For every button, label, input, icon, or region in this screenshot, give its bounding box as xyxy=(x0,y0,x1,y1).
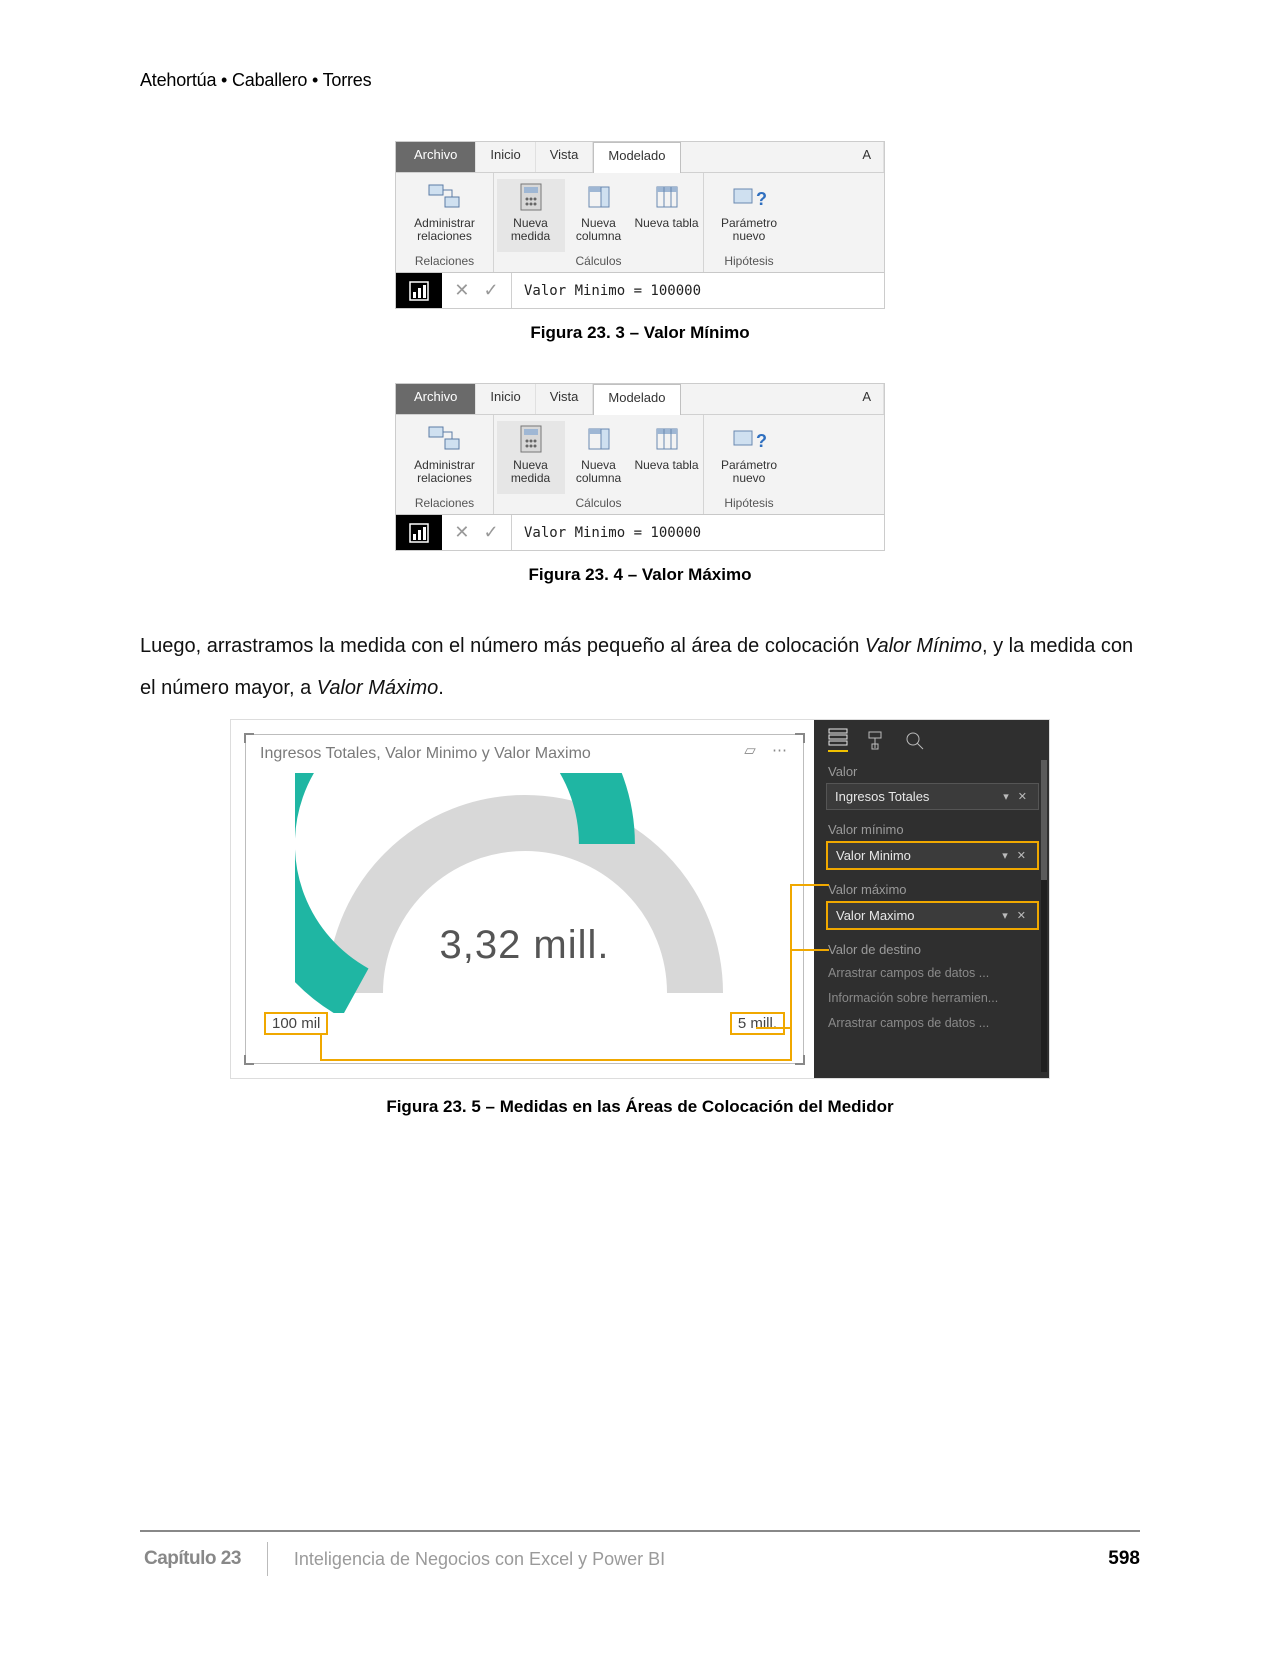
tab-inicio[interactable]: Inicio xyxy=(476,384,535,414)
fields-tab-icon[interactable] xyxy=(828,728,848,752)
tab-inicio[interactable]: Inicio xyxy=(476,142,535,172)
btn-label: Parámetro nuevo xyxy=(721,216,777,243)
body-paragraph: Luego, arrastramos la medida con el núme… xyxy=(140,625,1140,709)
panel-scrollbar[interactable] xyxy=(1041,760,1047,1072)
group-label-calculos: Cálculos xyxy=(494,494,703,514)
btn-nueva-tabla[interactable]: Nueva tabla xyxy=(633,421,701,494)
well-placeholder-drag[interactable]: Arrastrar campos de datos ... xyxy=(826,961,1039,986)
text-run-italic: Valor Mínimo xyxy=(865,635,982,657)
footer-page-number: 598 xyxy=(1108,1548,1140,1570)
gauge-title: Ingresos Totales, Valor Minimo y Valor M… xyxy=(260,745,789,763)
pill-valor-maximo[interactable]: Valor Maximo ▾ ✕ xyxy=(826,901,1039,930)
footer-title: Inteligencia de Negocios con Excel y Pow… xyxy=(268,1549,1108,1570)
svg-text:?: ? xyxy=(756,431,766,451)
pill-text: Valor Maximo xyxy=(836,908,915,923)
commit-icon[interactable]: ✓ xyxy=(484,522,499,543)
pill-valor-minimo[interactable]: Valor Minimo ▾ ✕ xyxy=(826,841,1039,870)
gauge-visual[interactable]: ▱ ⋯ Ingresos Totales, Valor Minimo y Val… xyxy=(245,734,804,1064)
well-label-valor-max: Valor máximo xyxy=(826,874,1039,901)
pill-actions[interactable]: ▾ ✕ xyxy=(1002,849,1029,862)
formula-input[interactable]: Valor Minimo = 100000 xyxy=(512,515,884,550)
btn-admin-relaciones[interactable]: Administrar relaciones xyxy=(397,421,493,494)
analytics-tab-icon[interactable] xyxy=(904,730,926,750)
tab-vista[interactable]: Vista xyxy=(536,142,594,172)
caption-fig-23-3: Figura 23. 3 – Valor Mínimo xyxy=(140,323,1140,343)
parameter-icon: ? xyxy=(705,179,793,215)
calculator-icon xyxy=(497,421,565,457)
relations-icon xyxy=(397,421,493,457)
btn-nueva-medida[interactable]: Nueva medida xyxy=(497,421,565,494)
well-label-valor-min: Valor mínimo xyxy=(826,814,1039,841)
format-tab-icon[interactable] xyxy=(866,730,886,750)
footer-chapter: Capítulo 23 xyxy=(140,1542,268,1576)
parameter-icon: ? xyxy=(705,421,793,457)
group-label-hipotesis: Hipótesis xyxy=(704,494,794,514)
well-label-valor: Valor xyxy=(826,756,1039,783)
well-label-valor-destino: Valor de destino xyxy=(826,934,1039,961)
btn-nueva-medida[interactable]: Nueva medida xyxy=(497,179,565,252)
authors-line: Atehortúa • Caballero • Torres xyxy=(140,70,1140,91)
commit-icon[interactable]: ✓ xyxy=(484,280,499,301)
tab-more: A xyxy=(681,142,885,172)
ribbon-screenshot-1: Archivo Inicio Vista Modelado A Administ… xyxy=(395,141,885,309)
caption-fig-23-4: Figura 23. 4 – Valor Máximo xyxy=(140,565,1140,585)
pill-ingresos-totales[interactable]: Ingresos Totales ▾ ✕ xyxy=(826,783,1039,810)
tab-vista[interactable]: Vista xyxy=(536,384,594,414)
btn-label: Nueva medida xyxy=(511,216,550,243)
report-view-icon[interactable] xyxy=(396,273,442,308)
text-run-italic: Valor Máximo xyxy=(317,677,439,699)
pill-text: Ingresos Totales xyxy=(835,789,929,804)
relations-icon xyxy=(397,179,493,215)
column-icon xyxy=(565,421,633,457)
group-label-calculos: Cálculos xyxy=(494,252,703,272)
group-label-hipotesis: Hipótesis xyxy=(704,252,794,272)
tab-modelado[interactable]: Modelado xyxy=(593,142,680,173)
btn-label: Administrar relaciones xyxy=(414,458,475,485)
btn-admin-relaciones[interactable]: Administrar relaciones xyxy=(397,179,493,252)
tab-archivo[interactable]: Archivo xyxy=(396,384,476,414)
group-label-relaciones: Relaciones xyxy=(396,494,493,514)
btn-label: Nueva columna xyxy=(576,458,621,485)
page-footer: Capítulo 23 Inteligencia de Negocios con… xyxy=(140,1530,1140,1576)
text-run: . xyxy=(438,677,444,699)
gauge-min-label: 100 mil xyxy=(264,1012,328,1035)
pill-text: Valor Minimo xyxy=(836,848,911,863)
well-placeholder-drag2[interactable]: Arrastrar campos de datos ... xyxy=(826,1011,1039,1036)
tab-archivo[interactable]: Archivo xyxy=(396,142,476,172)
svg-text:?: ? xyxy=(756,189,766,209)
btn-parametro[interactable]: ? Parámetro nuevo xyxy=(705,179,793,252)
btn-nueva-tabla[interactable]: Nueva tabla xyxy=(633,179,701,252)
text-run: Luego, arrastramos la medida con el núme… xyxy=(140,635,865,657)
btn-label: Nueva columna xyxy=(576,216,621,243)
btn-label: Parámetro nuevo xyxy=(721,458,777,485)
gauge-chart xyxy=(295,773,755,1013)
caption-fig-23-5: Figura 23. 5 – Medidas en las Áreas de C… xyxy=(140,1097,1140,1117)
btn-label: Nueva medida xyxy=(511,458,550,485)
format-panel: Valor Ingresos Totales ▾ ✕ Valor mínimo … xyxy=(814,720,1049,1078)
tab-more: A xyxy=(681,384,885,414)
visual-header-icons[interactable]: ▱ ⋯ xyxy=(744,741,793,759)
report-view-icon[interactable] xyxy=(396,515,442,550)
btn-nueva-columna[interactable]: Nueva columna xyxy=(565,179,633,252)
pill-actions[interactable]: ▾ ✕ xyxy=(1002,909,1029,922)
group-label-relaciones: Relaciones xyxy=(396,252,493,272)
column-icon xyxy=(565,179,633,215)
btn-label: Nueva tabla xyxy=(634,458,698,472)
btn-parametro[interactable]: ? Parámetro nuevo xyxy=(705,421,793,494)
gauge-max-label: 5 mill. xyxy=(730,1012,785,1035)
formula-input[interactable]: Valor Minimo = 100000 xyxy=(512,273,884,308)
well-placeholder-tooltip[interactable]: Información sobre herramien... xyxy=(826,986,1039,1011)
ribbon-screenshot-2: Archivo Inicio Vista Modelado A Administ… xyxy=(395,383,885,551)
calculator-icon xyxy=(497,179,565,215)
btn-label: Administrar relaciones xyxy=(414,216,475,243)
tab-modelado[interactable]: Modelado xyxy=(593,384,680,415)
cancel-icon[interactable]: ✕ xyxy=(454,522,469,543)
cancel-icon[interactable]: ✕ xyxy=(454,280,469,301)
table-icon xyxy=(633,179,701,215)
pill-actions[interactable]: ▾ ✕ xyxy=(1003,790,1030,803)
table-icon xyxy=(633,421,701,457)
gauge-figure: ▱ ⋯ Ingresos Totales, Valor Minimo y Val… xyxy=(230,719,1050,1079)
btn-label: Nueva tabla xyxy=(634,216,698,230)
btn-nueva-columna[interactable]: Nueva columna xyxy=(565,421,633,494)
